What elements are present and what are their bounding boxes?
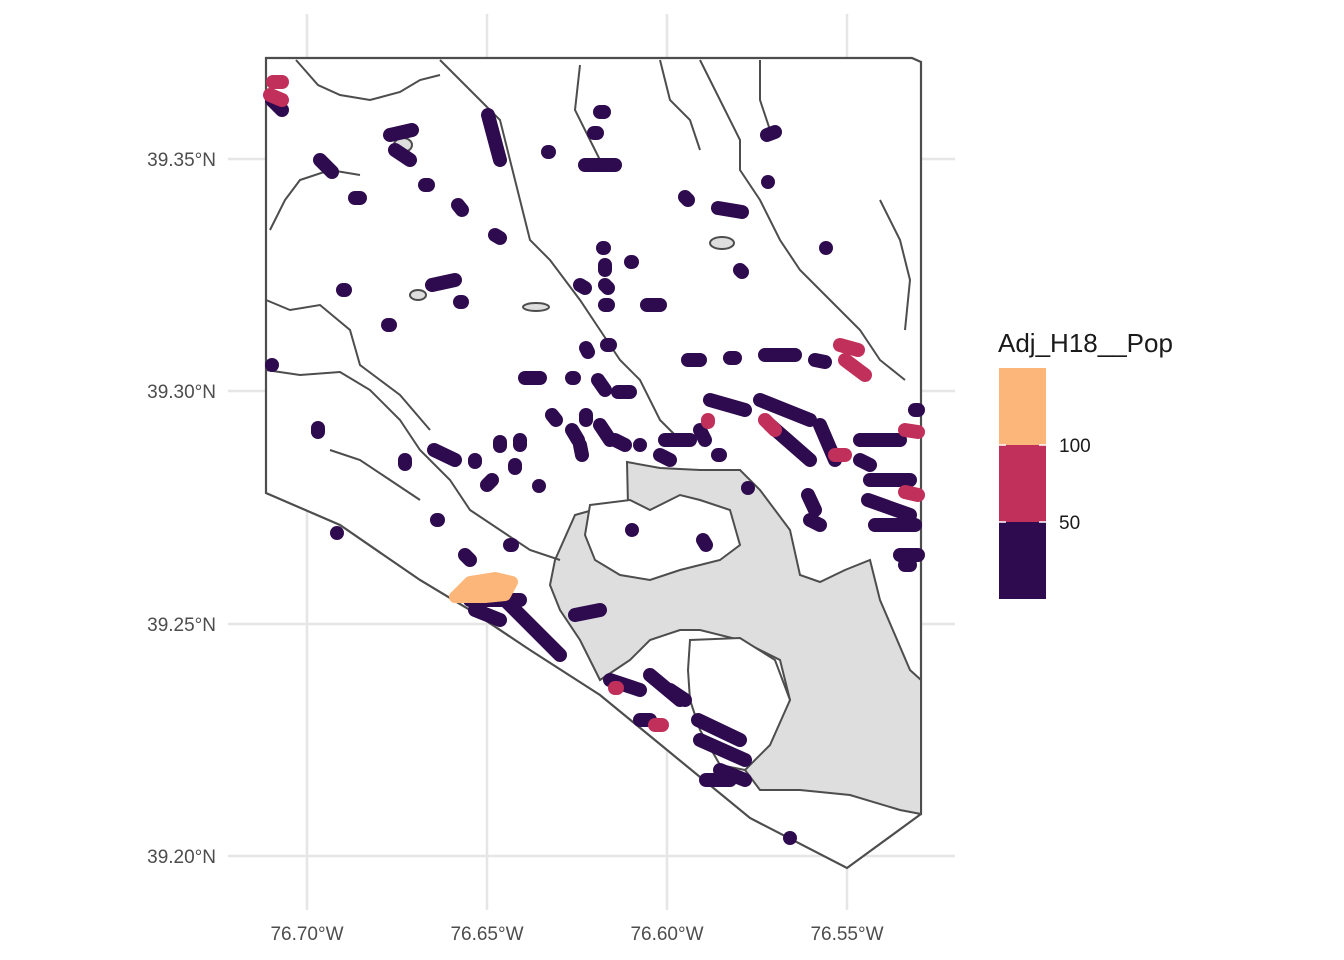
- stream-3: [439, 59, 681, 441]
- stream-1: [295, 59, 441, 102]
- lake-2: [709, 236, 735, 250]
- block-feature-low: [733, 263, 749, 279]
- block-feature-low: [427, 443, 462, 467]
- stream-10: [759, 60, 771, 131]
- stream-11: [659, 59, 701, 151]
- block-feature-low: [480, 473, 499, 492]
- stream-2: [265, 299, 431, 431]
- block-feature-low: [488, 228, 507, 245]
- stream-7: [269, 168, 361, 231]
- block-feature-low: [711, 201, 749, 219]
- y-tick-label: 39.35°N: [147, 150, 216, 171]
- block-feature-low: [653, 448, 677, 467]
- legend: Adj_H18__Pop 100 50: [998, 328, 1173, 599]
- stream-4: [699, 59, 906, 381]
- block-feature-low: [593, 418, 617, 447]
- lake-4: [522, 302, 550, 312]
- block-feature-low: [388, 143, 417, 167]
- block-feature-low: [693, 423, 712, 447]
- block-feature-mid: [898, 423, 925, 439]
- block-feature-low: [451, 198, 469, 217]
- y-tick-label: 39.20°N: [147, 847, 216, 868]
- block-feature-low: [565, 423, 585, 447]
- legend-color-bin: [999, 445, 1046, 522]
- axis-labels: 76.70°W 76.65°W 76.60°W 76.55°W 39.35°N 39.30…: [147, 150, 883, 945]
- legend-break-label: 50: [1059, 513, 1080, 534]
- block-feature-low: [861, 493, 917, 522]
- block-feature-low: [383, 123, 419, 142]
- block-feature-low: [568, 603, 607, 622]
- block-feature-low: [425, 273, 462, 292]
- stream-6: [573, 64, 601, 161]
- south-peninsula: [686, 636, 792, 772]
- block-feature-low: [545, 408, 563, 427]
- block-feature-low: [703, 393, 752, 417]
- block-feature-low: [481, 108, 507, 167]
- legend-color-bin: [999, 522, 1046, 599]
- block-feature-low: [573, 438, 589, 462]
- block-feature-low: [696, 533, 713, 552]
- x-tick-label: 76.60°W: [630, 924, 703, 945]
- stream-5: [265, 369, 561, 561]
- block-feature-mid: [838, 353, 872, 382]
- block-feature-low: [591, 373, 612, 397]
- block-feature-mid: [833, 338, 865, 357]
- block-features: [263, 75, 925, 845]
- x-tick-label: 76.70°W: [270, 924, 343, 945]
- block-feature-low: [313, 153, 339, 179]
- block-feature-low: [803, 513, 827, 532]
- block-feature-low: [691, 713, 747, 747]
- block-feature-low: [608, 433, 632, 452]
- block-feature-low: [678, 190, 695, 207]
- block-feature-low: [760, 125, 782, 142]
- block-feature-low: [458, 548, 477, 567]
- block-feature-low: [579, 341, 595, 359]
- block-feature-low: [801, 488, 822, 517]
- block-feature-low: [853, 453, 877, 472]
- block-feature-low: [663, 683, 692, 707]
- block-feature-low: [753, 393, 817, 427]
- block-feature-mid: [263, 88, 289, 107]
- block-feature-low: [693, 733, 752, 767]
- streams: [265, 59, 912, 561]
- block-feature-mid: [758, 413, 782, 437]
- x-tick-label: 76.65°W: [450, 924, 523, 945]
- y-tick-label: 39.25°N: [147, 615, 216, 636]
- x-tick-label: 76.55°W: [810, 924, 883, 945]
- north-harbor-land: [583, 493, 742, 582]
- stream-8: [879, 199, 912, 331]
- y-tick-label: 39.30°N: [147, 382, 216, 403]
- block-feature-low: [598, 278, 615, 295]
- block-feature-low: [573, 278, 592, 295]
- legend-title: Adj_H18__Pop: [998, 328, 1173, 358]
- legend-color-bin: [999, 368, 1046, 445]
- legend-break-label: 100: [1059, 436, 1091, 457]
- lake-3: [409, 289, 427, 301]
- block-feature-low: [468, 603, 507, 627]
- block-feature-high: [449, 572, 518, 603]
- block-feature-mid: [898, 485, 925, 502]
- stream-9: [329, 449, 421, 501]
- block-feature-low: [808, 353, 832, 369]
- lakes: [393, 137, 735, 312]
